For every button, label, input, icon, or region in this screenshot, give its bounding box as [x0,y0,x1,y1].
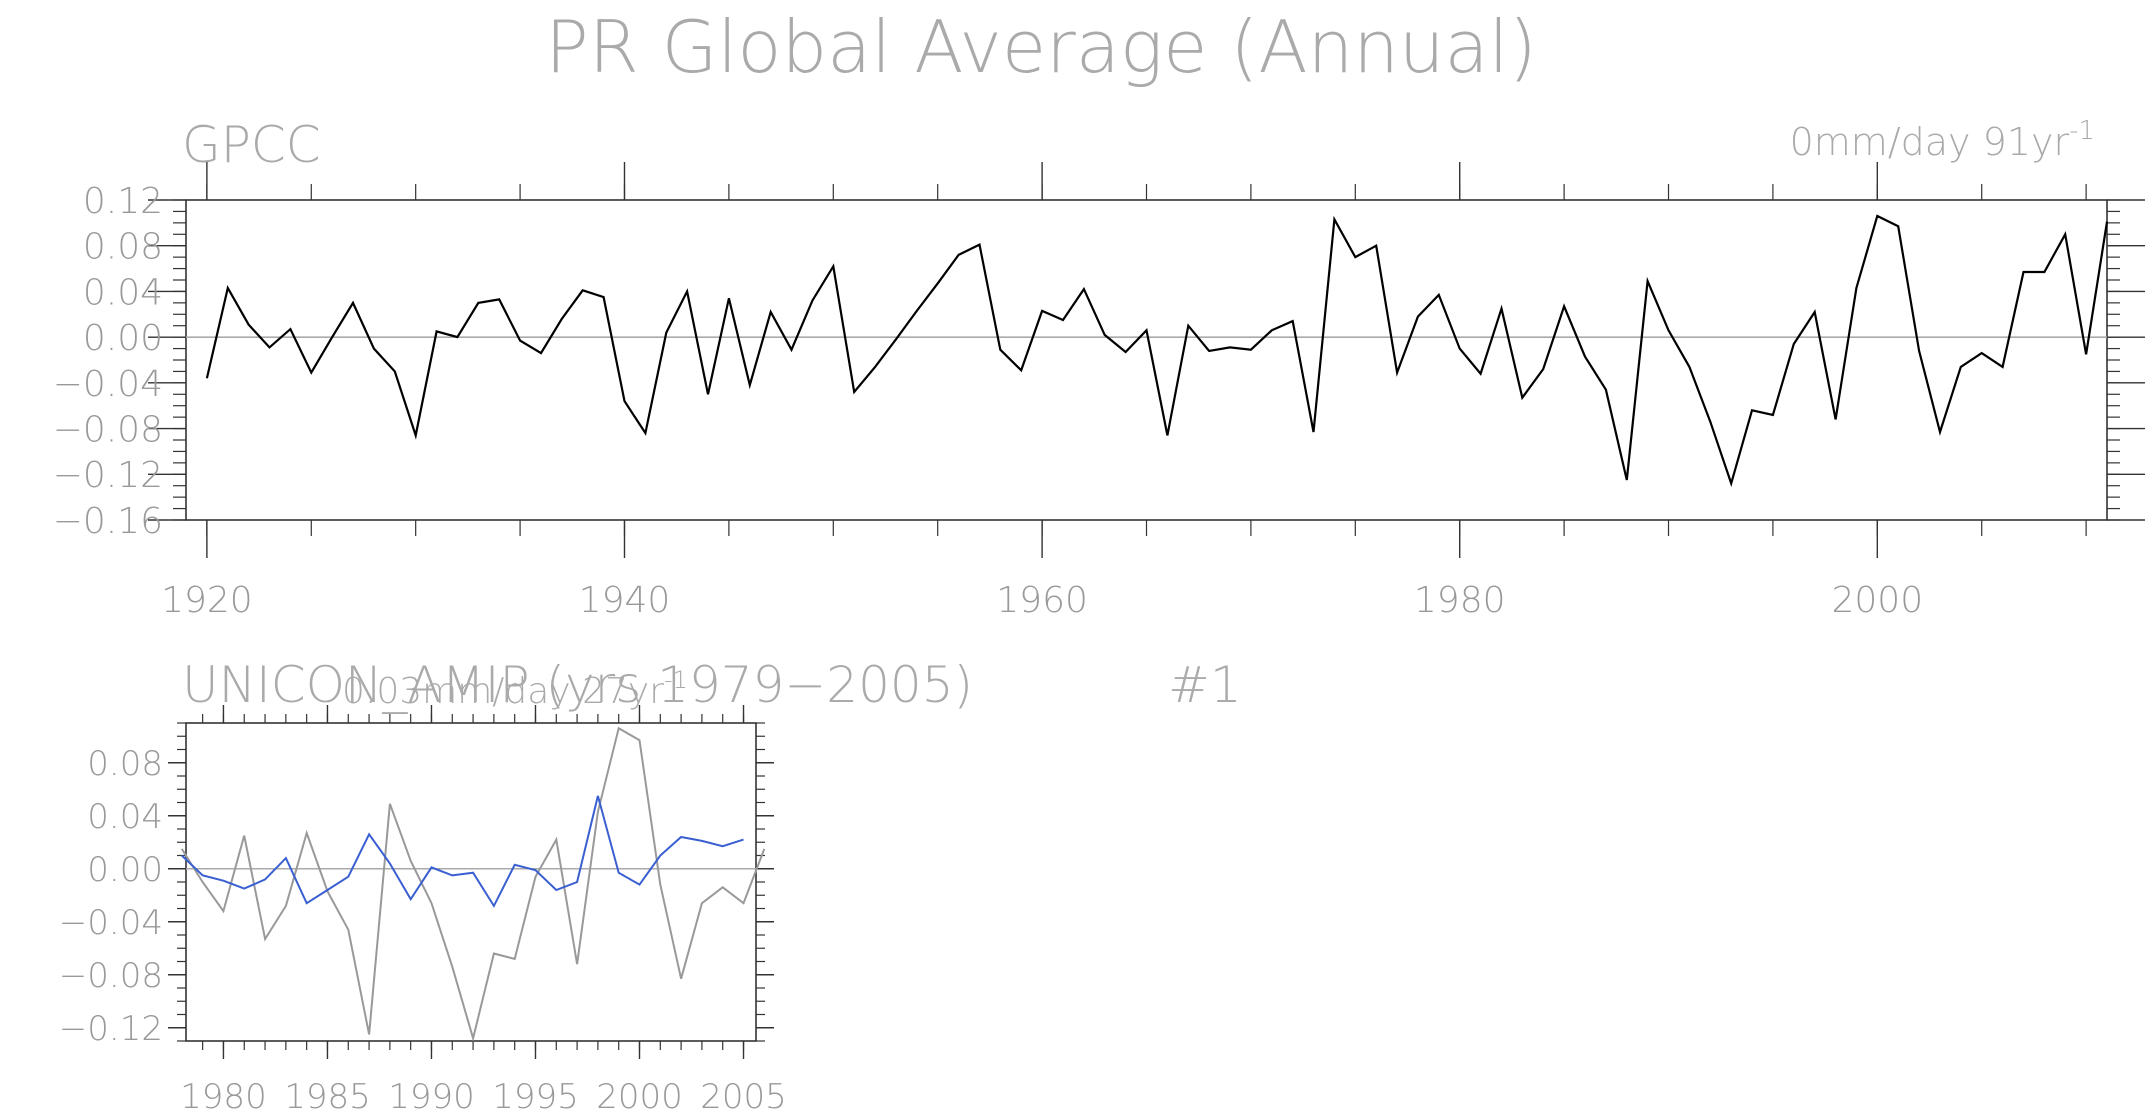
unicon-x-tick-label: 1990 [388,1077,475,1116]
unicon-y-tick-label: 0.00 [87,850,163,890]
unicon-x-tick-label: 2000 [596,1077,683,1116]
gpcc-trend-text: 0mm/day 91yr [1790,120,2070,164]
gpcc-panel: GPCC 0mm/day 91yr-1 0.12 0.080.04 0.00 −0.0… [53,116,2145,621]
gpcc-y-tick-label: 0.12 [83,181,163,222]
unicon-panel: UNICON_AMIP (yrs 1979−2005) #1 0.03mm/da… [59,656,1242,1117]
unicon-x-tick-label: 2005 [700,1077,787,1116]
gpcc-x-tick-label: 1980 [1414,580,1506,621]
gpcc-trend-superscript: -1 [2069,116,2095,146]
gpcc-y-tick-label: −0.08 [53,410,163,451]
gpcc-trend-label: 0mm/day 91yr-1 [1790,116,2095,164]
gpcc-y-tick-label: −0.04 [53,364,163,405]
unicon-y-tick-label: −0.04 [59,903,163,943]
gpcc-y-tick-label: 0.08 [83,227,163,268]
unicon-x-tick-label: 1980 [180,1077,267,1116]
unicon-frame [185,722,757,1042]
unicon-y-tick-label: 0.04 [87,797,163,837]
gpcc-data [205,214,2109,488]
gpcc-y-tick-label: −0.16 [53,501,163,542]
unicon-x-tick-label: 1985 [284,1077,371,1116]
gpcc-title: GPCC [182,116,321,174]
figure-title: PR Global Average (Annual) [545,5,1536,89]
unicon-model-line [181,795,744,908]
unicon-member-label: #1 [1168,656,1242,714]
gpcc-y-tick-label: −0.12 [53,455,163,496]
gpcc-axes: 0.12 0.080.04 0.00 −0.04 −0.08−0.12 −0.16 1920… [53,162,2145,621]
unicon-trend-text: 0.03mm/day 27yr [342,671,664,712]
unicon-y-tick-label: −0.08 [59,956,163,996]
gpcc-y-tick-label: 0.00 [83,318,163,359]
gpcc-y-tick-label: 0.04 [83,272,163,313]
unicon-trend-superscript: -1 [664,666,688,694]
gpcc-frame [185,199,2108,521]
gpcc-series-line [205,214,2109,488]
unicon-title: UNICON_AMIP (yrs 1979−2005) [182,656,973,714]
unicon-data [180,726,766,1043]
unicon-trend-label: 0.03mm/day 27yr-1 [342,666,688,712]
unicon-axes: 0.08 0.04 0.00 −0.04 −0.08 −0.12 1980 1985 1990 1… [59,705,787,1117]
unicon-observed-line [180,726,766,1043]
unicon-y-tick-label: 0.08 [87,744,163,784]
unicon-y-tick-label: −0.12 [59,1009,163,1049]
gpcc-x-tick-label: 1940 [579,580,671,621]
unicon-x-tick-label: 1995 [492,1077,579,1116]
gpcc-x-tick-label: 2000 [1832,580,1924,621]
gpcc-x-tick-label: 1960 [996,580,1088,621]
gpcc-x-tick-label: 1920 [161,580,253,621]
